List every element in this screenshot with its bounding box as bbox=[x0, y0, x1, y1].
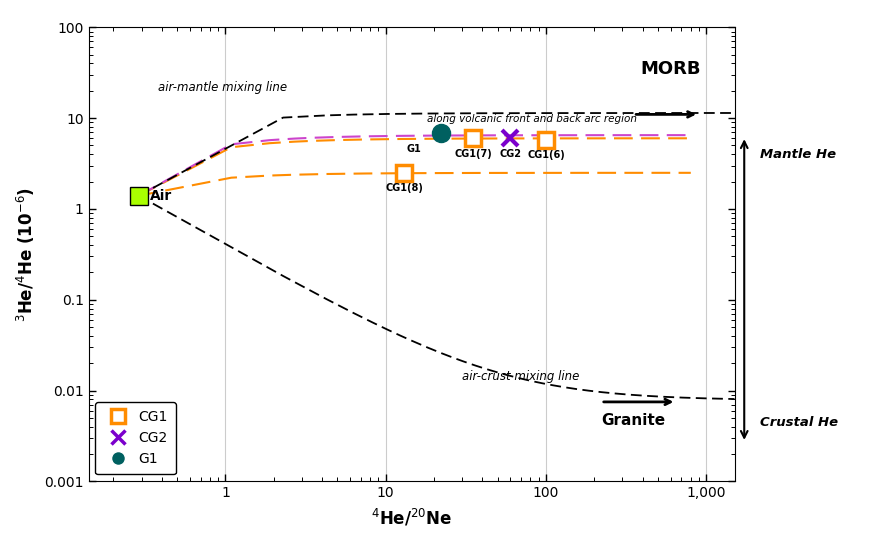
Text: Air: Air bbox=[150, 189, 173, 203]
Text: Mantle He: Mantle He bbox=[760, 148, 836, 161]
Text: CG1(8): CG1(8) bbox=[385, 183, 423, 193]
X-axis label: $^{4}$He/$^{20}$Ne: $^{4}$He/$^{20}$Ne bbox=[371, 507, 452, 528]
Y-axis label: $^{3}$He/$^{4}$He (10$^{-6}$): $^{3}$He/$^{4}$He (10$^{-6}$) bbox=[15, 187, 37, 322]
Text: CG2: CG2 bbox=[499, 149, 521, 159]
Text: air-crust mixing line: air-crust mixing line bbox=[462, 370, 580, 383]
Text: along volcanic front and back arc region: along volcanic front and back arc region bbox=[427, 114, 636, 124]
Text: CG1(7): CG1(7) bbox=[454, 149, 492, 159]
Text: G1: G1 bbox=[406, 144, 421, 154]
Text: Crustal He: Crustal He bbox=[760, 416, 838, 429]
Legend: CG1, CG2, G1: CG1, CG2, G1 bbox=[96, 402, 176, 474]
Text: air-mantle mixing line: air-mantle mixing line bbox=[158, 81, 287, 94]
Text: CG1(6): CG1(6) bbox=[527, 150, 565, 160]
Text: MORB: MORB bbox=[641, 60, 701, 78]
Text: Granite: Granite bbox=[601, 413, 666, 428]
